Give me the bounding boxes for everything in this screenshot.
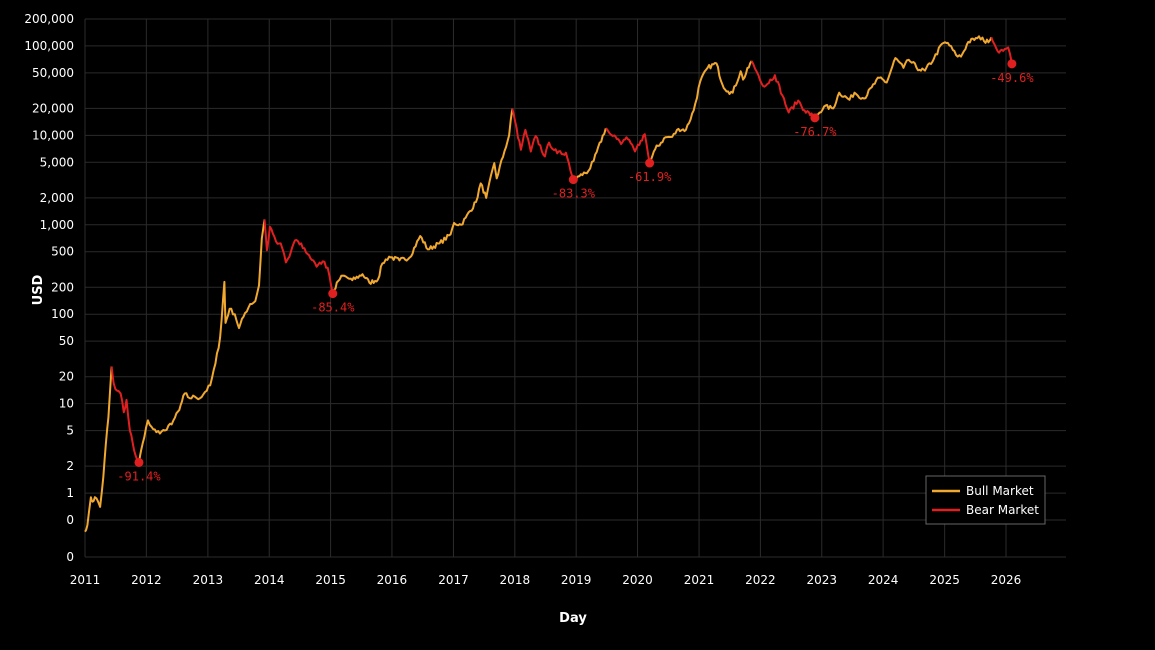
y-tick-label: 1: [66, 486, 74, 500]
x-tick-label: 2020: [622, 573, 653, 587]
legend-box: [925, 475, 1046, 525]
drawdown-markers: -91.4% -85.4% -83.3% -61.9% -76.7% -49.6%: [117, 59, 1034, 483]
x-tick-label: 2021: [684, 573, 715, 587]
drawdown-label: -49.6%: [990, 71, 1034, 85]
bear-market-line: [511, 108, 575, 180]
y-tick-label: 10,000: [32, 128, 74, 142]
y-tick-label: 200,000: [24, 12, 74, 26]
x-tick-label: 2014: [254, 573, 285, 587]
y-tick-label: 0: [66, 550, 74, 564]
x-tick-label: 2013: [193, 573, 224, 587]
y-tick-label: 50,000: [32, 66, 74, 80]
bull-market-line: [138, 219, 266, 463]
legend-label-bull: Bull Market: [966, 484, 1034, 498]
y-tick-label: 20,000: [32, 101, 74, 115]
bull-market-line: [572, 128, 607, 181]
x-tick-label: 2024: [868, 573, 899, 587]
bear-market-line: [263, 219, 334, 294]
y-tick-label: 50: [59, 334, 74, 348]
x-axis-title: Day: [559, 611, 587, 626]
legend-label-bear: Bear Market: [966, 503, 1039, 517]
series-lines: [84, 35, 1013, 533]
x-tick-label: 2026: [991, 573, 1022, 587]
drawdown-label: -76.7%: [793, 125, 837, 139]
grid: [84, 18, 1066, 558]
drawdown-point: [1007, 59, 1017, 69]
x-tick-label: 2015: [315, 573, 346, 587]
y-tick-label: 20: [59, 370, 74, 384]
y-tick-label: 5,000: [40, 155, 74, 169]
bull-market-line: [813, 35, 993, 119]
drawdown-point: [568, 175, 578, 185]
bear-market-line: [605, 127, 651, 164]
y-tick-label: 2,000: [40, 191, 74, 205]
bear-market-line: [990, 36, 1013, 65]
y-tick-label: 2: [66, 459, 74, 473]
y-axis-title: USD: [31, 274, 46, 305]
y-tick-label: 100: [51, 307, 74, 321]
x-tick-label: 2023: [806, 573, 837, 587]
drawdown-label: -91.4%: [117, 469, 161, 483]
drawdown-point: [328, 289, 338, 299]
drawdown-point: [134, 457, 144, 467]
bear-market-line: [110, 366, 140, 464]
x-tick-label: 2017: [438, 573, 469, 587]
x-tick-label: 2016: [377, 573, 408, 587]
y-tick-label: 200: [51, 280, 74, 294]
y-tick-label: 100,000: [24, 39, 74, 53]
drawdown-point: [810, 113, 820, 123]
x-tick-label: 2011: [70, 573, 101, 587]
y-axis-ticks: 200,000 100,000 50,000 20,000 10,000 5,000 2,0…: [24, 12, 74, 564]
y-tick-label: 10: [59, 397, 74, 411]
x-tick-label: 2022: [745, 573, 776, 587]
drawdown-label: -85.4%: [311, 301, 355, 315]
x-tick-label: 2025: [929, 573, 960, 587]
legend: Bull Market Bear Market: [925, 475, 1046, 525]
y-tick-label: 500: [51, 245, 74, 259]
drawdown-point: [645, 158, 655, 168]
x-tick-label: 2018: [500, 573, 531, 587]
x-axis-ticks: 2011 2012 2013 2014 2015 2016 2017 2018 2019 2020…: [70, 573, 1022, 587]
bull-market-line: [648, 60, 753, 164]
drawdown-label: -61.9%: [628, 170, 672, 184]
x-tick-label: 2019: [561, 573, 592, 587]
drawdown-label: -83.3%: [552, 187, 596, 201]
bull-market-line: [331, 108, 514, 294]
y-tick-label: 0: [66, 513, 74, 527]
y-tick-label: 1,000: [40, 218, 74, 232]
y-tick-label: 5: [66, 424, 74, 438]
bear-market-line: [750, 60, 816, 119]
x-tick-label: 2012: [131, 573, 162, 587]
bull-market-line: [84, 366, 113, 533]
